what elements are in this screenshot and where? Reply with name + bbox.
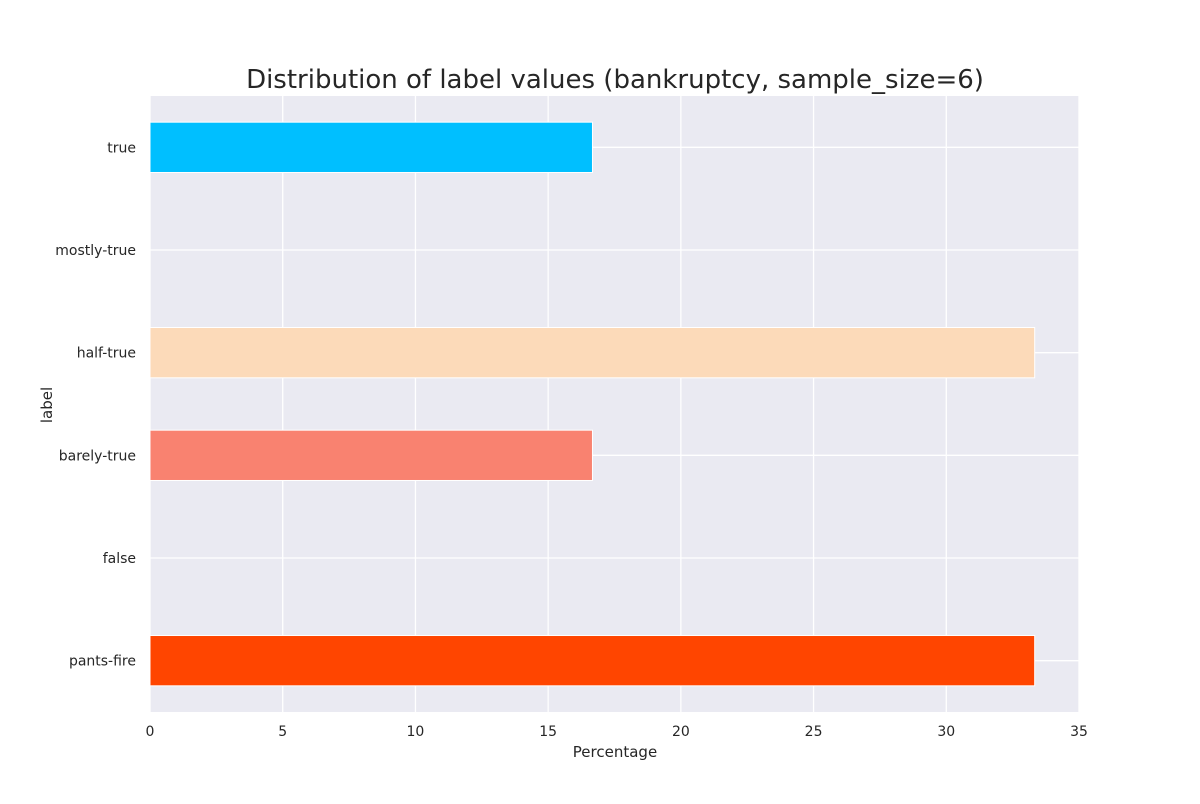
y-tick-label: pants-fire: [69, 654, 136, 670]
y-tick-label: true: [107, 140, 136, 156]
x-tick-label: 20: [672, 724, 690, 740]
x-tick-labels: 0 5 10 15 20 25 30 35: [146, 724, 1088, 740]
bar-barely-true: [149, 429, 593, 481]
x-tick-label: 35: [1070, 724, 1088, 740]
bar-half-true: [149, 327, 1036, 379]
y-tick-label: barely-true: [59, 448, 136, 464]
x-axis-title: Percentage: [573, 743, 657, 761]
plot-area: [150, 96, 1079, 712]
bars: [149, 121, 1036, 687]
x-tick-label: 0: [146, 724, 155, 740]
bar-pants-fire: [149, 635, 1036, 687]
x-tick-label: 15: [539, 724, 557, 740]
y-tick-label: false: [103, 551, 136, 567]
y-axis-title: label: [38, 387, 56, 423]
y-tick-label: mostly-true: [55, 243, 136, 259]
x-tick-label: 30: [937, 724, 955, 740]
chart-title: Distribution of label values (bankruptcy…: [246, 65, 984, 95]
x-tick-label: 25: [805, 724, 823, 740]
bar-true: [149, 121, 593, 173]
x-tick-label: 5: [278, 724, 287, 740]
y-tick-label: half-true: [77, 346, 136, 362]
x-tick-label: 10: [407, 724, 425, 740]
y-tick-labels: true mostly-true half-true barely-true false…: [55, 140, 136, 669]
